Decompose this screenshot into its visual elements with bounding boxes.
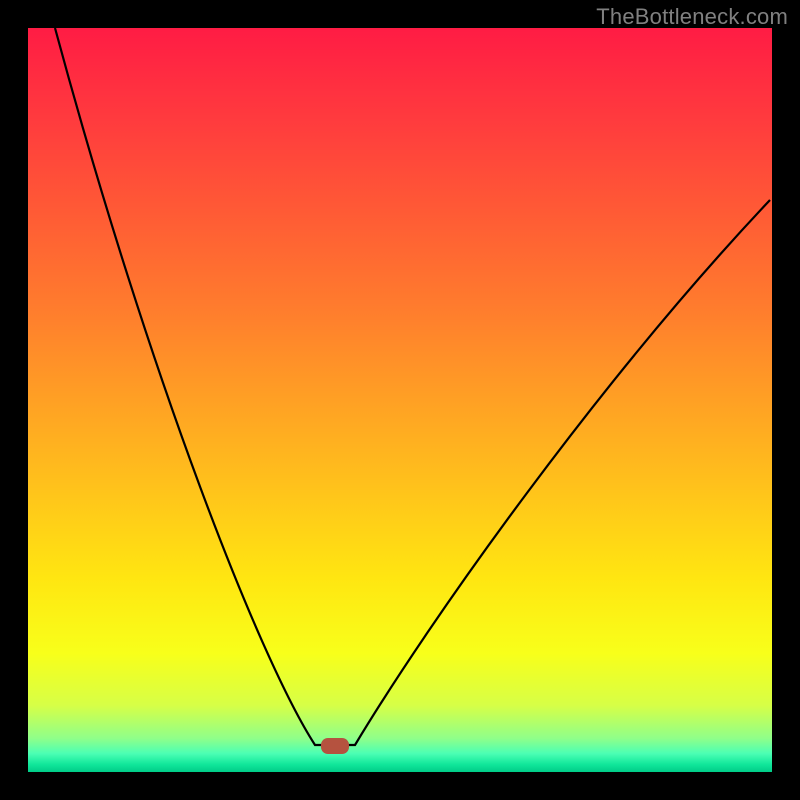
watermark-text: TheBottleneck.com	[596, 4, 788, 30]
minimum-marker	[321, 738, 349, 754]
bottleneck-chart	[0, 0, 800, 800]
chart-container: TheBottleneck.com	[0, 0, 800, 800]
plot-background	[28, 28, 772, 772]
